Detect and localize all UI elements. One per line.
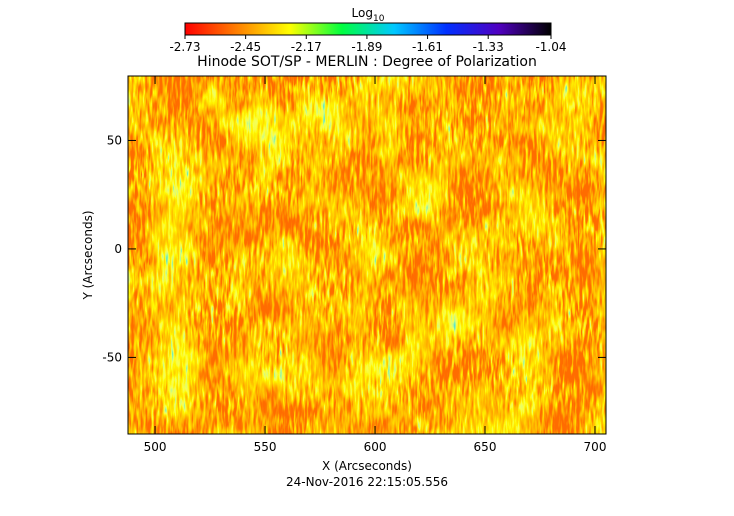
colorbar-tick-label: -1.61 [412, 40, 443, 54]
colorbar-tick-label: -1.33 [473, 40, 504, 54]
timestamp: 24-Nov-2016 22:15:05.556 [286, 475, 448, 489]
colorbar: Log10 -2.73 -2.45 -2.17 -1.89 -1.61 -1.33 -1.04 [169, 6, 566, 54]
y-tick-label: 50 [107, 133, 122, 147]
polarization-map [128, 76, 606, 434]
colorbar-tick-label: -1.04 [535, 40, 566, 54]
y-tick-label: -50 [102, 350, 122, 364]
y-tick-label: 0 [114, 242, 122, 256]
x-tick-label: 700 [584, 440, 607, 454]
x-tick-label: 600 [364, 440, 387, 454]
colorbar-scale [184, 22, 552, 36]
x-tick-label: 550 [254, 440, 277, 454]
colorbar-label: Log10 [352, 6, 385, 24]
colorbar-tick-label: -2.73 [169, 40, 200, 54]
x-tick-label: 650 [474, 440, 497, 454]
y-axis-label: Y (Arcseconds) [81, 210, 95, 300]
colorbar-tick-label: -1.89 [351, 40, 382, 54]
colorbar-label-subscript: 10 [373, 14, 385, 24]
chart-title: Hinode SOT/SP - MERLIN : Degree of Polar… [197, 54, 537, 70]
colorbar-label-base: Log [352, 6, 373, 20]
plot-frame [127, 75, 607, 435]
colorbar-tick-label: -2.17 [291, 40, 322, 54]
x-axis-label: X (Arcseconds) [322, 459, 412, 473]
colorbar-tick-label: -2.45 [230, 40, 261, 54]
x-tick-label: 500 [144, 440, 167, 454]
